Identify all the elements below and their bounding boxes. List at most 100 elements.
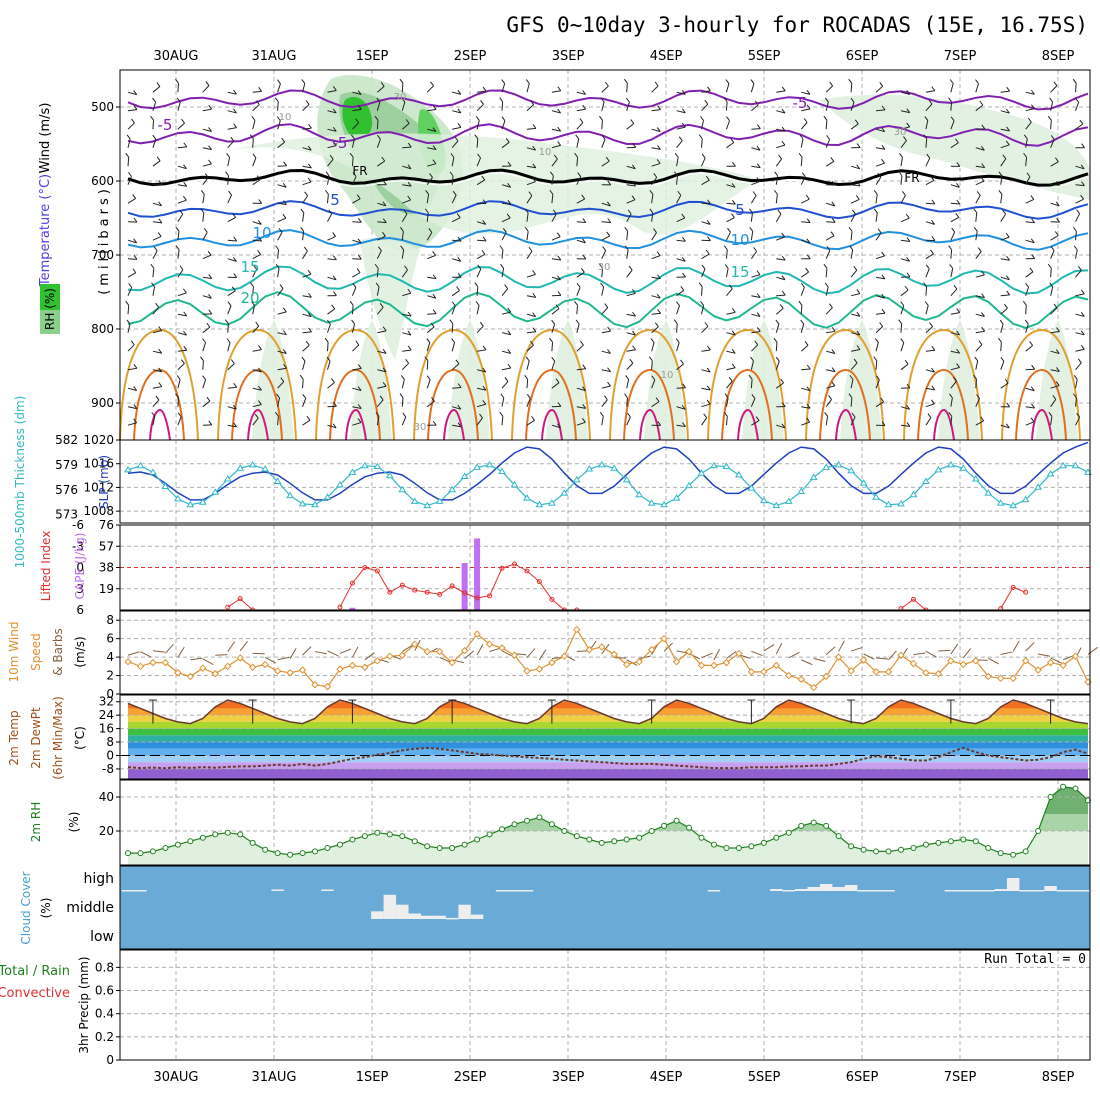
wind-barb: [851, 313, 860, 317]
wind-barb-flag: [230, 359, 235, 364]
wind-barb-flag: [831, 180, 836, 186]
cape-tick-label: 76: [99, 518, 114, 532]
wind-barb: [975, 379, 978, 389]
wind-barb-flag: [956, 348, 961, 354]
wind-barb-flag: [450, 153, 455, 158]
wind-barb: [651, 255, 661, 260]
wind-barb: [776, 294, 786, 297]
wind-barb-flag: [556, 232, 561, 237]
wind-barb: [1038, 653, 1051, 657]
wind-barb: [825, 646, 836, 656]
wind-barb: [950, 120, 955, 130]
wind-barb-flag: [731, 308, 736, 313]
wind-barb: [351, 287, 357, 296]
temp-band: [128, 768, 1088, 779]
lifted-index-tick-label: 6: [76, 603, 84, 617]
wind-barb: [526, 273, 536, 278]
wind-barb: [1075, 123, 1084, 130]
wind-barb-flag: [482, 367, 487, 373]
wind-barb: [351, 157, 354, 167]
wind-barb: [676, 258, 686, 262]
wind-barb-flag: [781, 402, 786, 407]
rh-shading-area: [350, 320, 392, 440]
temp-ylabel-d: (°C): [73, 726, 87, 750]
wind-barb-flag: [355, 340, 360, 346]
wind-barb: [651, 276, 661, 280]
rh-shading-area: [938, 320, 980, 440]
thickness-point: [797, 487, 806, 494]
wind-barb: [851, 184, 861, 187]
wind-barb-flag: [549, 171, 554, 177]
wind-barb-flag: [773, 189, 778, 195]
wind-barb-flag: [233, 422, 237, 428]
wind-barb-flag: [955, 213, 960, 218]
wind-barb: [377, 350, 387, 354]
wind-barb: [1075, 332, 1085, 336]
wind-barb-flag: [906, 383, 911, 389]
thickness-point: [647, 499, 656, 506]
lifted-index-line: [900, 598, 927, 611]
wind-barb: [925, 286, 928, 296]
wind-barb-flag: [357, 105, 362, 110]
wind-barb-flag: [582, 364, 587, 370]
contour-label: -5: [793, 94, 808, 112]
wind-barb-flag: [175, 226, 180, 232]
thickness-point: [410, 497, 419, 504]
wind-barb-flag: [524, 226, 529, 232]
wind-barb-flag: [301, 356, 306, 362]
wind-barb-flag: [155, 302, 159, 308]
wind-barb: [152, 86, 161, 93]
wind-barb: [676, 239, 686, 242]
thickness-point: [1021, 495, 1030, 503]
wind-barb: [626, 199, 636, 204]
wind-barb-flag: [673, 319, 678, 325]
slp-ylabel-left: 1000-500mb Thickness (dm): [13, 396, 27, 569]
wind-barb-flag: [881, 293, 886, 299]
wind-barb: [526, 295, 536, 298]
wind-barb: [1000, 194, 1003, 204]
wind-barb-flag: [282, 213, 287, 219]
wind-barb-flag: [233, 123, 238, 128]
wind-barb: [826, 221, 836, 223]
temp-contour-line: [231, 368, 283, 441]
wind-barb: [626, 269, 633, 278]
wind-barb: [351, 305, 354, 315]
wind-barb-flag: [881, 274, 886, 280]
wind-barb-flag: [1006, 402, 1011, 408]
wind-barb: [950, 416, 953, 426]
cape-bar: [461, 563, 468, 610]
wind-barb-flag: [706, 399, 711, 405]
wind-barb-flag: [1072, 78, 1077, 84]
wind-barb: [900, 258, 910, 262]
wind-speed-point: [423, 647, 431, 656]
wind-barb: [925, 202, 935, 205]
wind-barb: [277, 202, 287, 205]
wind-barb-flag: [150, 263, 155, 269]
lifted-index-point: [499, 565, 505, 571]
wind-barb: [950, 83, 954, 93]
wind-barb: [863, 653, 875, 660]
wind-barb-flag: [628, 265, 633, 271]
wind-speed-point: [248, 663, 257, 671]
wind-barb: [476, 417, 483, 426]
wind-barb-flag: [777, 209, 782, 215]
wind-barb: [376, 139, 381, 148]
wind-speed-point: [735, 649, 743, 658]
wind-barb: [950, 142, 959, 149]
wind-barb: [1000, 90, 1010, 93]
top-date-label: 6SEP: [846, 49, 879, 64]
wind-barb-flag: [332, 86, 337, 91]
temp-contour-line: [127, 123, 1089, 147]
wind-barb-flag: [203, 228, 208, 233]
wind-barb: [1000, 342, 1002, 352]
wind-barb: [476, 157, 481, 167]
wind-barb: [800, 138, 804, 148]
wind-barb-flag: [948, 393, 953, 399]
contour-label: 10: [661, 370, 674, 381]
wind-barb-flag: [202, 375, 206, 380]
wind-barb-flag: [656, 127, 661, 132]
wind-barb: [875, 255, 885, 260]
panel-border: [119, 439, 1091, 524]
wind-barb-flag: [133, 90, 138, 95]
wind-barb: [426, 232, 433, 241]
